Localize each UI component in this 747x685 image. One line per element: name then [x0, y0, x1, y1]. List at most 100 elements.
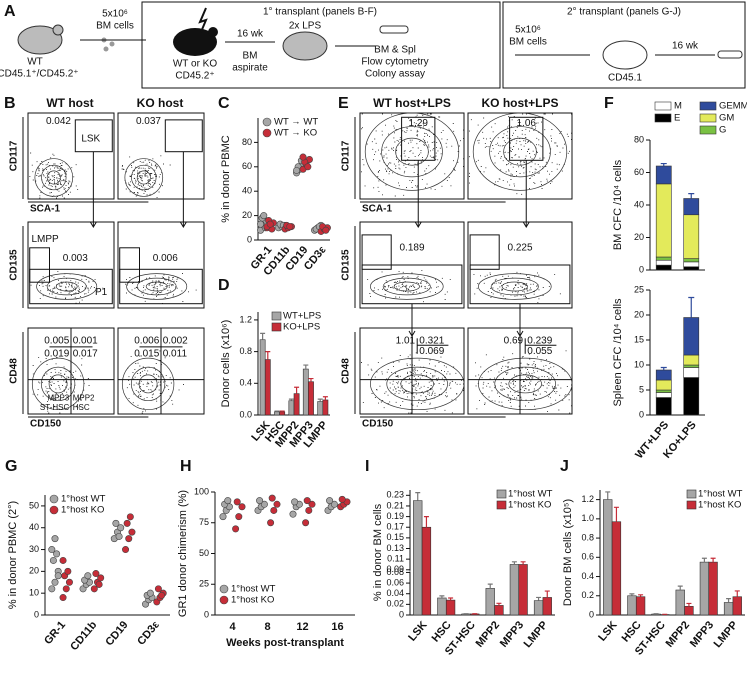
dot: [129, 529, 135, 535]
bar: [318, 402, 323, 415]
y-tick-label: 0.11: [387, 554, 404, 564]
error-bar: [323, 397, 328, 400]
gate-name: HSC: [73, 403, 90, 412]
contour: [370, 274, 443, 300]
y-tick-label: 0.0: [239, 409, 252, 419]
mouse-icon: [603, 41, 647, 69]
bar-segment: [684, 378, 699, 416]
dot: [93, 570, 99, 576]
y-axis-label: % in donor PBMC (2°): [7, 501, 19, 609]
bar: [543, 597, 552, 615]
dot: [236, 513, 242, 519]
contour: [491, 278, 538, 295]
error-bar: [308, 379, 313, 382]
y-tick-label: 0.21: [386, 500, 404, 510]
label: CD45.2⁺: [175, 71, 214, 82]
label: BM: [243, 51, 258, 62]
legend-swatch: [700, 102, 716, 110]
legend-label: WT+LPS: [283, 311, 321, 322]
error-bar: [678, 586, 683, 590]
error-bar: [318, 399, 323, 401]
dot: [305, 164, 311, 170]
mouse-icon: [53, 25, 63, 35]
legend-label: WT → KO: [274, 128, 317, 139]
gate: [120, 269, 203, 303]
y-tick-label: 10: [29, 588, 39, 598]
y-tick-label: 60: [634, 167, 644, 177]
bar: [280, 412, 285, 415]
axis-label: CD135: [9, 249, 20, 281]
error-bar: [686, 603, 691, 606]
panel-letter: G: [5, 458, 17, 475]
bar-segment: [656, 393, 671, 398]
y-axis-label: GR1 donor chimerism (%): [177, 490, 189, 617]
event-dots: [31, 271, 104, 303]
gate-frequency: 1.06: [517, 118, 537, 129]
bar-segment: [656, 265, 671, 270]
dot: [126, 535, 132, 541]
y-tick-label: 40: [634, 199, 644, 209]
panel-letter: J: [560, 458, 569, 475]
bar-segment: [684, 368, 699, 378]
legend-label: 1°host WT: [508, 489, 553, 500]
gate: [165, 120, 202, 152]
contour: [139, 375, 157, 393]
contour: [146, 282, 167, 291]
gate-frequency: 0.055: [527, 346, 552, 357]
y-tick-label: 1.0: [581, 513, 594, 523]
label: Colony assay: [365, 69, 425, 80]
mouse-icon: [283, 32, 327, 60]
error-bar: [260, 333, 265, 339]
legend-swatch: [700, 126, 716, 134]
error-bar: [521, 562, 526, 565]
x-tick-label: GR-1: [42, 619, 68, 647]
dot: [60, 557, 66, 563]
legend-label: M: [674, 101, 682, 112]
dot: [269, 495, 275, 501]
x-tick-label: LSK: [406, 619, 429, 644]
error-bar: [735, 591, 740, 597]
dot: [50, 557, 56, 563]
dot: [63, 586, 69, 592]
panel-letter: C: [218, 95, 230, 112]
gate-frequency: 0.042: [46, 116, 71, 127]
contour: [478, 358, 572, 410]
legend-label: 1°host WT: [231, 584, 276, 595]
gate-frequency: 1.29: [409, 118, 429, 129]
event-dots: [122, 156, 171, 198]
y-tick-label: 1.2: [239, 314, 252, 324]
dot: [113, 520, 119, 526]
y-tick-label: 50: [29, 500, 39, 510]
bar: [303, 369, 308, 415]
x-tick-label: CD11b: [68, 619, 99, 653]
gate-name: LMPP: [31, 234, 59, 245]
dot: [124, 520, 130, 526]
axis-label: CD48: [9, 358, 20, 384]
error-bar: [711, 558, 716, 562]
legend-label: GM: [719, 113, 734, 124]
dot: [300, 154, 306, 160]
y-tick-label: 0.19: [386, 511, 404, 521]
y-tick-label: 60: [242, 161, 252, 171]
legend-label: 1°host KO: [61, 505, 104, 516]
gate-frequency: 0.001: [73, 336, 98, 347]
event-dots: [474, 272, 561, 302]
legend-swatch: [687, 501, 696, 509]
y-tick-label: 0: [589, 609, 594, 619]
y-tick-label: 50: [199, 548, 209, 558]
bone-icon: [380, 26, 408, 33]
y-tick-label: 0: [639, 409, 644, 419]
bar: [510, 564, 519, 615]
bar: [413, 501, 422, 615]
gate-frequency: 0.006: [134, 336, 159, 347]
legend-swatch: [655, 102, 671, 110]
gate-frequency: 0.015: [134, 348, 159, 359]
bar-segment: [656, 184, 671, 257]
dot: [96, 581, 102, 587]
dot: [256, 497, 262, 503]
dot: [52, 535, 58, 541]
legend-swatch: [263, 129, 271, 137]
dot: [267, 221, 273, 227]
y-tick-label: 0.15: [386, 532, 404, 542]
legend-label: 1°host WT: [698, 489, 743, 500]
